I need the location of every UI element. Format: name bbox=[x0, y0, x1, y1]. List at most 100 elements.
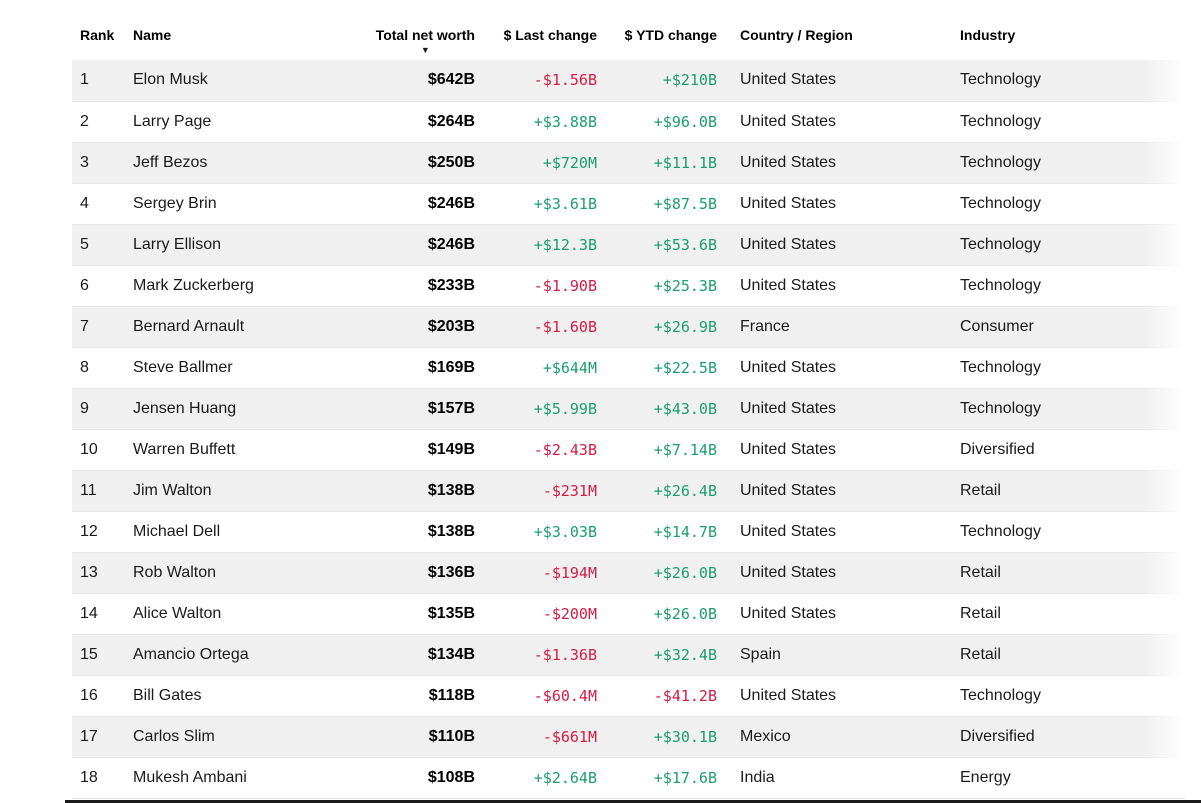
last-change-cell: -$1.90B bbox=[475, 265, 597, 307]
industry-cell: Technology bbox=[960, 265, 1185, 307]
table-row[interactable]: 12 Michael Dell $138B +$3.03B +$14.7B Un… bbox=[72, 511, 1185, 553]
country-cell: United States bbox=[717, 511, 960, 553]
table-row[interactable]: 4 Sergey Brin $246B +$3.61B +$87.5B Unit… bbox=[72, 183, 1185, 225]
name-cell: Alice Walton bbox=[133, 593, 372, 635]
name-cell: Mukesh Ambani bbox=[133, 757, 372, 799]
net-worth-cell: $246B bbox=[372, 224, 475, 266]
country-cell: United States bbox=[717, 224, 960, 266]
ytd-change-cell: +$26.0B bbox=[597, 593, 717, 635]
rank-cell: 4 bbox=[72, 183, 133, 225]
industry-cell: Retail bbox=[960, 593, 1185, 635]
country-cell: United States bbox=[717, 593, 960, 635]
rank-cell: 6 bbox=[72, 265, 133, 307]
rank-cell: 14 bbox=[72, 593, 133, 635]
last-change-cell: -$194M bbox=[475, 552, 597, 594]
industry-cell: Technology bbox=[960, 60, 1185, 102]
industry-cell: Retail bbox=[960, 634, 1185, 676]
last-change-cell: -$200M bbox=[475, 593, 597, 635]
table-row[interactable]: 8 Steve Ballmer $169B +$644M +$22.5B Uni… bbox=[72, 347, 1185, 389]
name-cell: Sergey Brin bbox=[133, 183, 372, 225]
country-cell: United States bbox=[717, 429, 960, 471]
name-cell: Mark Zuckerberg bbox=[133, 265, 372, 307]
industry-cell: Retail bbox=[960, 470, 1185, 512]
ytd-change-cell: +$11.1B bbox=[597, 142, 717, 184]
table-row[interactable]: 9 Jensen Huang $157B +$5.99B +$43.0B Uni… bbox=[72, 388, 1185, 430]
net-worth-cell: $264B bbox=[372, 101, 475, 143]
last-change-cell: -$1.60B bbox=[475, 306, 597, 348]
country-cell: United States bbox=[717, 347, 960, 389]
column-header-ytd-change[interactable]: $ YTD change bbox=[624, 27, 717, 43]
net-worth-cell: $138B bbox=[372, 470, 475, 512]
table-row[interactable]: 5 Larry Ellison $246B +$12.3B +$53.6B Un… bbox=[72, 224, 1185, 266]
net-worth-cell: $246B bbox=[372, 183, 475, 225]
net-worth-cell: $135B bbox=[372, 593, 475, 635]
country-cell: France bbox=[717, 306, 960, 348]
country-cell: India bbox=[717, 757, 960, 799]
ytd-change-cell: +$26.4B bbox=[597, 470, 717, 512]
rank-cell: 1 bbox=[72, 60, 133, 102]
last-change-cell: +$3.88B bbox=[475, 101, 597, 143]
net-worth-cell: $250B bbox=[372, 142, 475, 184]
name-cell: Bill Gates bbox=[133, 675, 372, 717]
table-row[interactable]: 1 Elon Musk $642B -$1.56B +$210B United … bbox=[72, 60, 1185, 102]
ytd-change-cell: +$53.6B bbox=[597, 224, 717, 266]
table-row[interactable]: 16 Bill Gates $118B -$60.4M -$41.2B Unit… bbox=[72, 675, 1185, 717]
net-worth-cell: $134B bbox=[372, 634, 475, 676]
table-row[interactable]: 15 Amancio Ortega $134B -$1.36B +$32.4B … bbox=[72, 634, 1185, 676]
country-cell: United States bbox=[717, 183, 960, 225]
last-change-cell: -$661M bbox=[475, 716, 597, 758]
table-row[interactable]: 7 Bernard Arnault $203B -$1.60B +$26.9B … bbox=[72, 306, 1185, 348]
column-header-industry[interactable]: Industry bbox=[960, 27, 1016, 43]
industry-cell: Energy bbox=[960, 757, 1185, 799]
rank-cell: 12 bbox=[72, 511, 133, 553]
country-cell: United States bbox=[717, 552, 960, 594]
table-row[interactable]: 3 Jeff Bezos $250B +$720M +$11.1B United… bbox=[72, 142, 1185, 184]
last-change-cell: -$1.36B bbox=[475, 634, 597, 676]
rank-cell: 10 bbox=[72, 429, 133, 471]
column-header-rank[interactable]: Rank bbox=[80, 27, 115, 43]
ytd-change-cell: +$96.0B bbox=[597, 101, 717, 143]
name-cell: Michael Dell bbox=[133, 511, 372, 553]
net-worth-cell: $110B bbox=[372, 716, 475, 758]
column-header-last-change[interactable]: $ Last change bbox=[503, 27, 597, 43]
column-header-country[interactable]: Country / Region bbox=[740, 27, 853, 43]
last-change-cell: -$231M bbox=[475, 470, 597, 512]
table-row[interactable]: 10 Warren Buffett $149B -$2.43B +$7.14B … bbox=[72, 429, 1185, 471]
table-row[interactable]: 18 Mukesh Ambani $108B +$2.64B +$17.6B I… bbox=[72, 757, 1185, 799]
net-worth-cell: $157B bbox=[372, 388, 475, 430]
table-row[interactable]: 11 Jim Walton $138B -$231M +$26.4B Unite… bbox=[72, 470, 1185, 512]
country-cell: United States bbox=[717, 101, 960, 143]
net-worth-cell: $118B bbox=[372, 675, 475, 717]
column-header-net-worth[interactable]: Total net worth ▼ bbox=[372, 0, 475, 60]
rank-cell: 17 bbox=[72, 716, 133, 758]
table-body: 1 Elon Musk $642B -$1.56B +$210B United … bbox=[72, 60, 1185, 799]
table-row[interactable]: 6 Mark Zuckerberg $233B -$1.90B +$25.3B … bbox=[72, 265, 1185, 307]
last-change-cell: -$60.4M bbox=[475, 675, 597, 717]
table-row[interactable]: 13 Rob Walton $136B -$194M +$26.0B Unite… bbox=[72, 552, 1185, 594]
sort-desc-icon[interactable]: ▼ bbox=[420, 45, 430, 55]
last-change-cell: -$2.43B bbox=[475, 429, 597, 471]
industry-cell: Technology bbox=[960, 675, 1185, 717]
rank-cell: 5 bbox=[72, 224, 133, 266]
name-cell: Steve Ballmer bbox=[133, 347, 372, 389]
ytd-change-cell: +$32.4B bbox=[597, 634, 717, 676]
column-header-name[interactable]: Name bbox=[133, 27, 172, 43]
net-worth-cell: $138B bbox=[372, 511, 475, 553]
industry-cell: Technology bbox=[960, 142, 1185, 184]
last-change-cell: -$1.56B bbox=[475, 60, 597, 102]
last-change-cell: +$5.99B bbox=[475, 388, 597, 430]
billionaires-table: Rank Name Total net worth ▼ $ Last chang… bbox=[72, 0, 1185, 799]
table-row[interactable]: 14 Alice Walton $135B -$200M +$26.0B Uni… bbox=[72, 593, 1185, 635]
ytd-change-cell: +$26.0B bbox=[597, 552, 717, 594]
net-worth-cell: $203B bbox=[372, 306, 475, 348]
last-change-cell: +$644M bbox=[475, 347, 597, 389]
name-cell: Larry Page bbox=[133, 101, 372, 143]
rank-cell: 8 bbox=[72, 347, 133, 389]
table-row[interactable]: 17 Carlos Slim $110B -$661M +$30.1B Mexi… bbox=[72, 716, 1185, 758]
last-change-cell: +$12.3B bbox=[475, 224, 597, 266]
name-cell: Bernard Arnault bbox=[133, 306, 372, 348]
name-cell: Amancio Ortega bbox=[133, 634, 372, 676]
table-row[interactable]: 2 Larry Page $264B +$3.88B +$96.0B Unite… bbox=[72, 101, 1185, 143]
ytd-change-cell: +$210B bbox=[597, 60, 717, 102]
name-cell: Jensen Huang bbox=[133, 388, 372, 430]
